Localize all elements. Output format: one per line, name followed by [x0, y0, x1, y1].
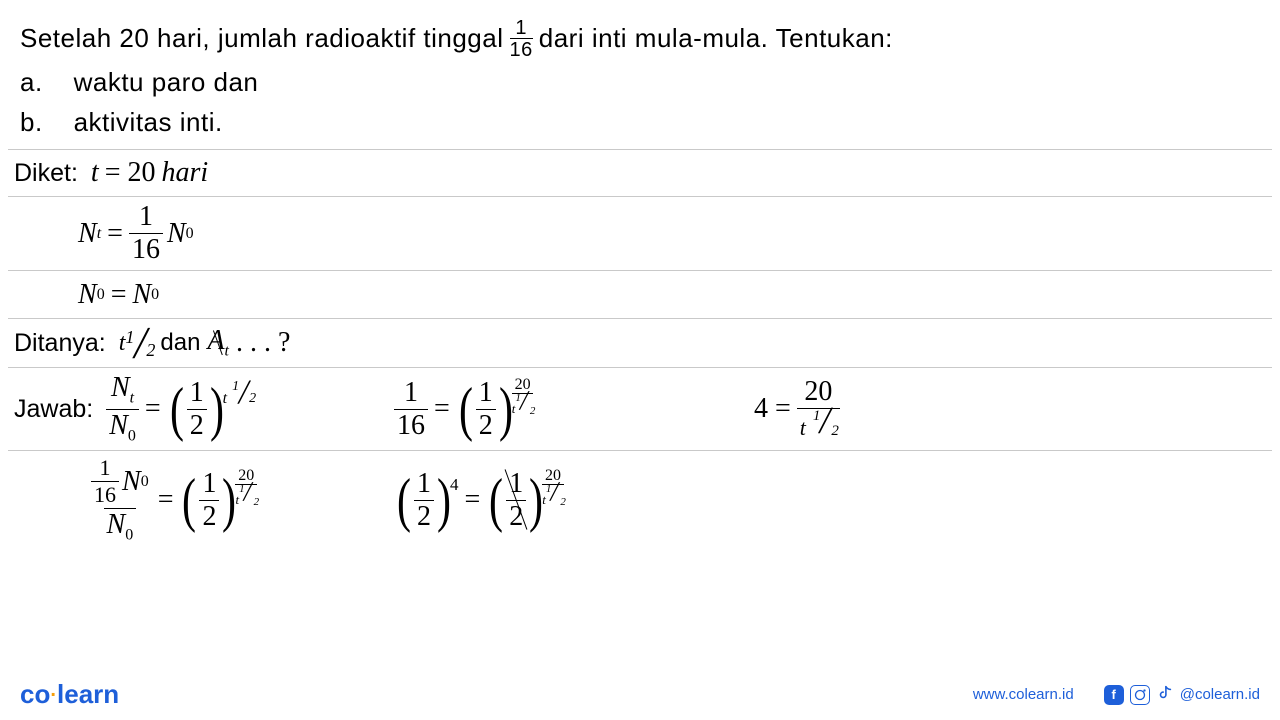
instagram-icon: [1130, 685, 1150, 705]
frac-Nt-N0: Nt N0: [106, 374, 139, 444]
footer: co·learn www.colearn.id f @colearn.id: [0, 679, 1280, 710]
item-a-text: waktu paro dan: [74, 67, 259, 97]
item-a-label: a.: [20, 67, 43, 97]
work-area: Diket: t = 20 hari Nt = 1 16 N0 N0 = N0 …: [0, 149, 1280, 549]
fraction-1-16: 1 16: [510, 18, 533, 60]
frac-1-16: 1 16: [129, 203, 163, 264]
q-pre: Setelah 20 hari, jumlah radioaktif tingg…: [20, 20, 504, 58]
row-ditanya: Ditanya: t 1 ╱ 2 dan At . . . ?: [8, 319, 1272, 368]
half-life-symbol: 1 ╱ 2: [125, 329, 153, 357]
logo: co·learn: [20, 679, 119, 710]
q-post: dari inti mula-mula. Tentukan:: [539, 20, 893, 58]
row-nt: Nt = 1 16 N0: [8, 197, 1272, 271]
row-jawab-2: 1 16 N0 N0 = ( 12 ) 20: [8, 451, 1272, 550]
row-jawab-1: Jawab: Nt N0 = ( 12 ) t 1 ╱ 2: [8, 368, 1272, 451]
A-cancelled: At: [207, 325, 229, 361]
row-n0: N0 = N0: [8, 271, 1272, 319]
row-diket: Diket: t = 20 hari: [8, 149, 1272, 197]
social-icons: f @colearn.id: [1104, 684, 1260, 706]
item-b-label: b.: [20, 107, 43, 137]
item-b-text: aktivitas inti.: [74, 107, 223, 137]
question-block: Setelah 20 hari, jumlah radioaktif tingg…: [0, 0, 1280, 149]
handle: @colearn.id: [1180, 686, 1260, 703]
footer-url: www.colearn.id: [973, 686, 1074, 703]
facebook-icon: f: [1104, 685, 1124, 705]
tiktok-icon: [1156, 684, 1174, 706]
